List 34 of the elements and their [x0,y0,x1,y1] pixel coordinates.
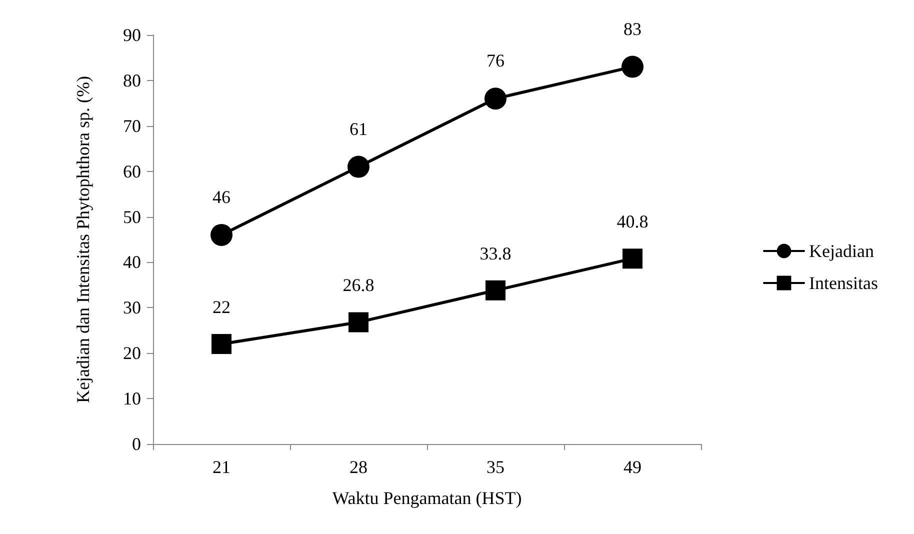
x-tick-label: 28 [350,457,368,477]
data-label: 26.8 [342,275,374,296]
y-tick-label: 80 [123,70,141,90]
x-axis-title: Waktu Pengamatan (HST) [332,488,522,508]
data-label: 83 [624,18,642,39]
point [484,88,506,110]
data-label: 61 [350,118,368,139]
point [348,312,368,332]
point [210,224,232,246]
point [212,334,232,354]
y-tick-label: 90 [123,25,141,45]
point [486,280,506,300]
data-label: 40.8 [616,212,648,232]
y-axis-title: Kejadian dan Intensitas Phytophthora sp. (%) [73,76,93,403]
x-tick-label: 21 [212,457,230,477]
y-tick-label: 60 [123,161,141,182]
legend-label: Kejadian [809,241,874,261]
y-tick-label: 20 [123,343,141,364]
x-tick-label: 35 [486,457,504,477]
y-tick-label: 10 [123,388,141,409]
data-label: 22 [212,297,230,318]
point [622,56,644,78]
x-tick-label: 49 [624,457,642,477]
y-tick-label: 0 [132,434,141,454]
y-tick-label: 70 [123,116,141,136]
point [622,248,642,269]
data-label: 76 [486,50,504,71]
y-tick-label: 30 [123,298,141,318]
point [348,156,370,178]
y-tick-label: 50 [123,206,141,227]
data-label: 33.8 [480,243,512,264]
legend-label: Intensitas [809,273,878,293]
y-tick-label: 40 [123,252,141,272]
data-label: 46 [212,186,230,207]
